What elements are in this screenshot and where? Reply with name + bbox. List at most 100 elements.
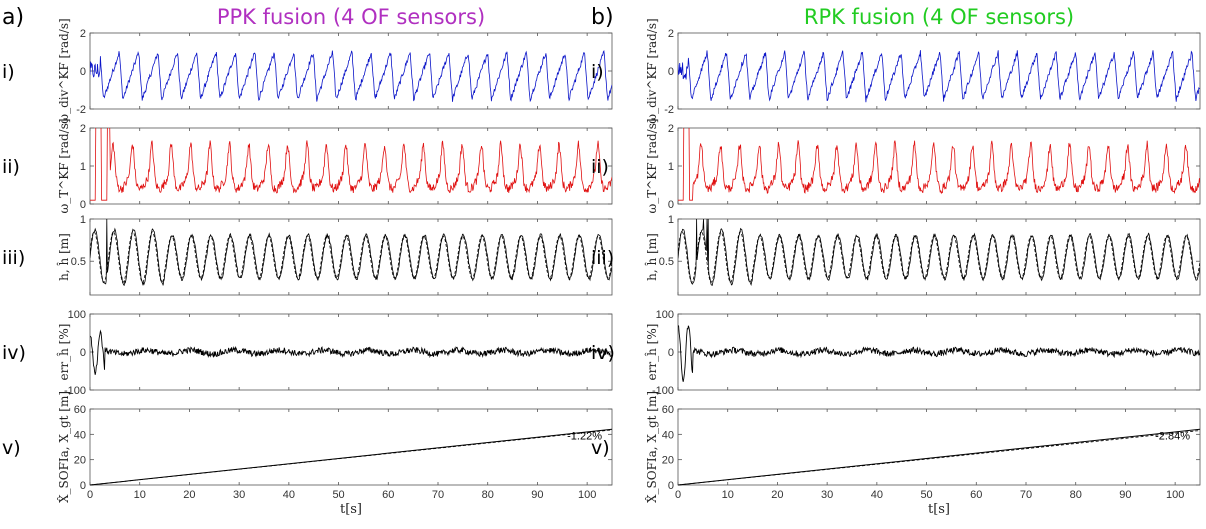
y-tick-label: 0 bbox=[80, 480, 86, 492]
y-tick-label: 1 bbox=[668, 161, 674, 173]
series-line bbox=[90, 128, 612, 201]
row-label: ii) bbox=[591, 156, 609, 178]
series-line-estimate bbox=[90, 231, 612, 283]
y-tick-label: 40 bbox=[662, 429, 674, 441]
y-tick-label: 20 bbox=[662, 455, 674, 467]
subplot-4: iv) 100 0 -100 err_ĥ [%] bbox=[591, 309, 1201, 397]
y-tick-label: 0 bbox=[668, 480, 674, 492]
y-axis-label: ω_div^KF [rad/s] bbox=[645, 18, 659, 123]
x-tick-label: 90 bbox=[1119, 489, 1131, 501]
y-tick-label: 20 bbox=[74, 455, 86, 467]
axes-frame bbox=[677, 127, 1201, 205]
y-tick-label: 1 bbox=[80, 161, 86, 173]
y-tick-label: 2 bbox=[668, 123, 674, 135]
x-axis-label: t[s] bbox=[928, 502, 950, 517]
row-label: v) bbox=[2, 437, 21, 459]
x-tick-label: 80 bbox=[1070, 489, 1082, 501]
series-line bbox=[90, 219, 612, 286]
y-axis-label: X̂_SOFIa, X_gt [m] bbox=[56, 391, 71, 503]
y-tick-label: 2 bbox=[668, 28, 674, 40]
axes-frame bbox=[677, 408, 1201, 486]
x-tick-label: 20 bbox=[183, 489, 195, 501]
x-tick-label: 30 bbox=[821, 489, 833, 501]
subplot-4: iv) 100 0 -100 err_ĥ [%] bbox=[2, 309, 613, 397]
subplot-5: v) 60 40 20 0 X̂_SOFIa, X_gt [m] 0 10 20 30 40 50 60… bbox=[591, 391, 1201, 517]
y-tick-label: 100 bbox=[656, 309, 674, 321]
y-axis-label: h, ĥ [m] bbox=[56, 233, 71, 281]
y-tick-label: -2 bbox=[664, 104, 674, 116]
x-tick-label: 10 bbox=[722, 489, 734, 501]
y-tick-label: -100 bbox=[652, 385, 674, 397]
y-axis-label: ω_div^KF [rad/s] bbox=[57, 18, 71, 123]
chart-panel-a: a) PPK fusion (4 OF sensors)i)20-2ω_div^K… bbox=[2, 5, 613, 517]
y-tick-label: 100 bbox=[68, 309, 86, 321]
x-tick-label: 50 bbox=[332, 489, 344, 501]
series-line bbox=[90, 50, 612, 103]
row-label: ii) bbox=[2, 156, 20, 178]
row-label: iv) bbox=[2, 342, 26, 364]
axes-frame bbox=[89, 408, 613, 486]
y-tick-label: -100 bbox=[64, 385, 86, 397]
panel-title: RPK fusion (4 OF sensors) bbox=[804, 5, 1074, 29]
panel-letter: a) bbox=[2, 5, 24, 30]
x-tick-label: 40 bbox=[871, 489, 883, 501]
x-tick-label: 60 bbox=[382, 489, 394, 501]
x-tick-label: 40 bbox=[283, 489, 295, 501]
y-tick-label: -2 bbox=[76, 104, 86, 116]
subplot-1: i) 2 0 -2 ω_div^KF [rad/s] bbox=[2, 18, 613, 124]
y-axis-label: ω_T^KF [rad/s] bbox=[645, 118, 659, 213]
axes-frame bbox=[89, 32, 613, 110]
panel-letter: b) bbox=[591, 5, 614, 30]
x-tick-label: 70 bbox=[432, 489, 444, 501]
y-axis-label: h, ĥ [m] bbox=[644, 233, 659, 281]
subplot-2: ii) 2 1 0 ω_T^KF [rad/s] bbox=[2, 118, 613, 214]
series-line bbox=[678, 325, 1200, 382]
y-tick-label: 0 bbox=[80, 199, 86, 211]
x-tick-label: 90 bbox=[531, 489, 543, 501]
row-label: i) bbox=[591, 61, 604, 83]
y-axis-label: err_ĥ [%] bbox=[56, 324, 71, 381]
subplot-1: i) 2 0 -2 ω_div^KF [rad/s] bbox=[591, 18, 1201, 124]
series-line-estimate bbox=[678, 231, 1200, 283]
y-tick-label: 2 bbox=[80, 28, 86, 40]
panel-title: PPK fusion (4 OF sensors) bbox=[217, 5, 485, 29]
drift-annotation: -2.84% bbox=[1155, 430, 1190, 442]
y-tick-label: 60 bbox=[74, 404, 86, 416]
series-line-estimate bbox=[89, 429, 613, 486]
y-tick-label: 40 bbox=[74, 429, 86, 441]
y-tick-label: 0.5 bbox=[71, 256, 86, 268]
axes-frame bbox=[89, 127, 613, 205]
axes-frame bbox=[677, 32, 1201, 110]
drift-annotation: -1.22% bbox=[567, 430, 602, 442]
series-line bbox=[678, 50, 1200, 103]
series-line-estimate bbox=[677, 430, 1201, 486]
y-tick-label: 2 bbox=[80, 123, 86, 135]
x-tick-label: 20 bbox=[771, 489, 783, 501]
y-tick-label: 60 bbox=[662, 404, 674, 416]
x-tick-label: 50 bbox=[920, 489, 932, 501]
x-tick-label: 100 bbox=[578, 489, 596, 501]
y-tick-label: 0 bbox=[80, 347, 86, 359]
chart-panel-b: b) RPK fusion (4 OF sensors)i)20-2ω_div^K… bbox=[591, 5, 1201, 517]
x-tick-label: 0 bbox=[87, 489, 93, 501]
x-tick-label: 100 bbox=[1166, 489, 1184, 501]
x-tick-label: 70 bbox=[1020, 489, 1032, 501]
row-label: iii) bbox=[591, 247, 614, 269]
y-tick-label: 0 bbox=[668, 66, 674, 78]
subplot-3: iii) 1 0.5h, ĥ [m] bbox=[2, 214, 613, 296]
y-tick-label: 1 bbox=[80, 214, 86, 226]
x-tick-label: 80 bbox=[482, 489, 494, 501]
series-line-gt bbox=[677, 428, 1201, 486]
y-tick-label: 0.5 bbox=[659, 256, 674, 268]
subplot-5: v) 60 40 20 0 X̂_SOFIa, X_gt [m] 0 10 20 30 40 50 60… bbox=[2, 391, 613, 517]
row-label: iv) bbox=[591, 342, 615, 364]
x-tick-label: 0 bbox=[675, 489, 681, 501]
y-tick-label: 0 bbox=[668, 347, 674, 359]
series-line bbox=[678, 219, 1200, 286]
row-label: v) bbox=[591, 437, 610, 459]
y-tick-label: 0 bbox=[80, 66, 86, 78]
series-line bbox=[90, 329, 612, 375]
x-axis-label: t[s] bbox=[340, 502, 362, 517]
row-label: i) bbox=[2, 61, 15, 83]
